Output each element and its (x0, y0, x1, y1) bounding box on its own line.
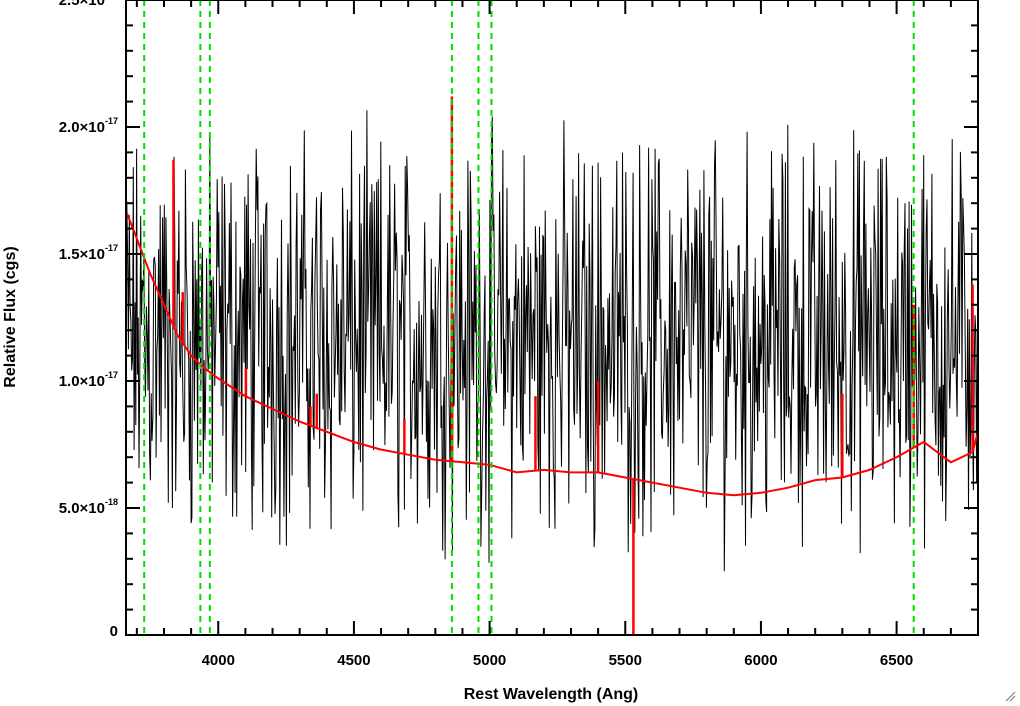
plot-frame (125, 0, 979, 636)
x-axis-title: Rest Wavelength (Ang) (464, 686, 639, 703)
x-tick-label: 5000 (473, 652, 506, 669)
y-tick-label: 5.0×10-18 (59, 497, 118, 517)
x-tick-label: 4500 (337, 652, 370, 669)
tick-labels: 4000 4500 5000 5500 6000 6500 0 5.0×10-18 1.0×10… (59, 0, 914, 669)
x-tick-label: 6500 (880, 652, 913, 669)
x-tick-label: 6000 (744, 652, 777, 669)
y-tick-label: 1.5×10-17 (59, 243, 118, 263)
axes (125, 0, 979, 636)
x-tick-label: 4000 (202, 652, 235, 669)
y-tick-label: 2.0×10-17 (59, 116, 118, 136)
emission-line-markers (143, 0, 915, 635)
x-tick-label: 5500 (609, 652, 642, 669)
resize-grip-icon[interactable] (1004, 690, 1016, 702)
y-tick-label: 0 (110, 623, 118, 640)
y-axis-title: Relative Flux (cgs) (2, 246, 19, 387)
y-tick-label: 2.5×10-17 (59, 0, 118, 9)
y-tick-label: 1.0×10-17 (59, 370, 118, 390)
